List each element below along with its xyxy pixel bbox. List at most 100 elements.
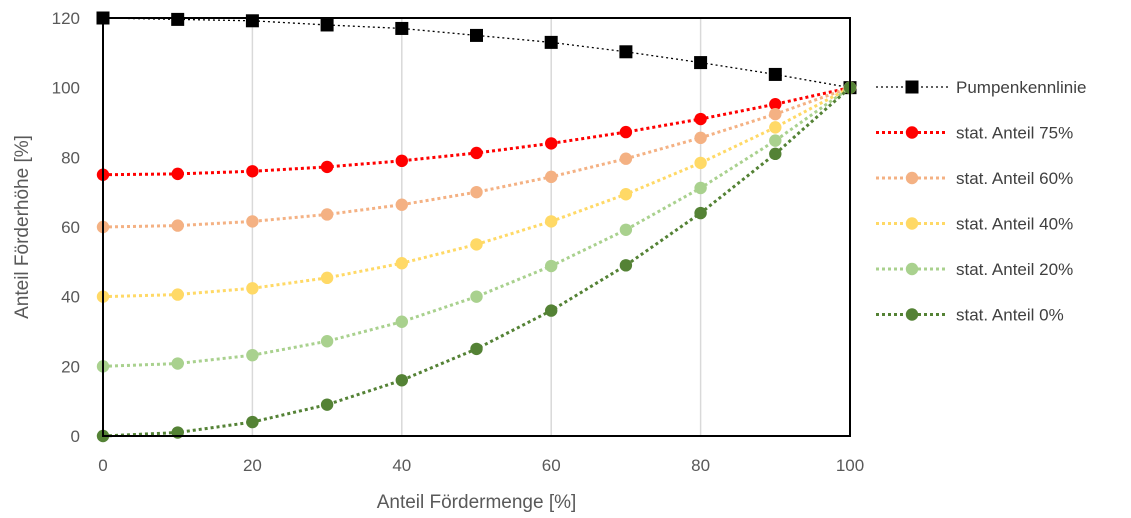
data-point: [320, 335, 334, 348]
series-0: [96, 11, 857, 95]
data-point: [171, 357, 184, 370]
legend-marker: [905, 217, 919, 230]
legend-item-3: stat. Anteil 40%: [876, 215, 1073, 234]
legend-label: stat. Anteil 20%: [956, 260, 1073, 279]
data-point: [171, 12, 185, 26]
data-point: [395, 21, 409, 35]
data-point: [320, 398, 334, 411]
data-point: [545, 170, 558, 184]
legend-label: stat. Anteil 40%: [956, 215, 1073, 234]
data-point: [619, 223, 633, 236]
series-5: [96, 81, 857, 443]
y-tick-label: 20: [61, 357, 80, 376]
data-point: [619, 45, 633, 59]
legend: Pumpenkennlinie stat. Anteil 75% stat. Ant…: [876, 78, 1086, 325]
y-tick-label: 120: [52, 9, 80, 28]
series-layer: [96, 11, 857, 443]
data-point: [545, 137, 558, 150]
data-point: [470, 342, 483, 356]
data-point: [694, 156, 707, 170]
data-point: [320, 208, 334, 221]
series-line: [102, 86, 851, 229]
series-line: [102, 86, 851, 368]
data-point: [395, 154, 408, 168]
legend-label: stat. Anteil 60%: [956, 169, 1073, 188]
series-1: [96, 81, 857, 181]
data-point: [470, 238, 483, 251]
data-point: [320, 271, 334, 285]
data-point: [171, 288, 184, 301]
data-point: [769, 134, 782, 147]
data-point: [246, 415, 259, 429]
x-axis-ticks: 0 20 40 60 80 100: [98, 456, 864, 475]
series-line: [102, 86, 851, 177]
x-tick-label: 80: [691, 456, 710, 475]
data-point: [769, 98, 782, 111]
series-2: [96, 81, 857, 234]
data-point: [768, 67, 782, 81]
data-point: [545, 215, 558, 228]
x-tick-label: 20: [243, 456, 262, 475]
data-point: [619, 125, 633, 139]
series-line: [102, 17, 851, 89]
y-tick-label: 80: [61, 148, 80, 167]
data-point: [395, 198, 408, 211]
legend-marker: [905, 171, 919, 185]
data-point: [246, 215, 259, 228]
series-line: [102, 86, 851, 438]
data-point: [320, 18, 334, 32]
data-point: [470, 146, 483, 160]
x-tick-label: 0: [98, 456, 107, 475]
data-point: [320, 160, 334, 174]
data-point: [694, 131, 707, 145]
legend-marker: [905, 262, 919, 276]
data-point: [694, 206, 707, 220]
legend-marker: [905, 126, 919, 139]
data-point: [246, 282, 259, 295]
data-point: [171, 167, 184, 181]
data-point: [395, 374, 408, 387]
y-tick-label: 60: [61, 218, 80, 237]
x-tick-label: 60: [542, 456, 561, 475]
grid-lines: [102, 18, 851, 436]
data-point: [544, 35, 558, 49]
data-point: [694, 181, 707, 195]
legend-label: Pumpenkennlinie: [956, 78, 1086, 97]
data-point: [395, 315, 408, 328]
x-tick-label: 100: [836, 456, 864, 475]
y-axis-title: Anteil Förderhöhe [%]: [12, 135, 33, 319]
y-tick-label: 100: [52, 79, 80, 98]
data-point: [769, 121, 782, 134]
legend-item-0: Pumpenkennlinie: [876, 78, 1086, 97]
data-point: [246, 165, 259, 178]
legend-label: stat. Anteil 0%: [956, 306, 1064, 325]
data-point: [545, 304, 558, 317]
legend-item-5: stat. Anteil 0%: [876, 306, 1064, 325]
y-tick-label: 0: [71, 427, 80, 446]
plot-frame: [102, 17, 851, 437]
data-point: [619, 259, 633, 272]
data-point: [619, 188, 633, 201]
legend-marker: [905, 308, 919, 321]
data-point: [545, 259, 558, 273]
data-point: [245, 14, 259, 28]
data-point: [694, 56, 708, 70]
data-point: [769, 107, 782, 121]
y-tick-label: 40: [61, 288, 80, 307]
legend-label: stat. Anteil 75%: [956, 124, 1073, 143]
data-point: [246, 348, 259, 362]
legend-item-2: stat. Anteil 60%: [876, 169, 1073, 188]
data-point: [694, 112, 707, 126]
legend-marker: [905, 80, 919, 94]
data-point: [171, 219, 184, 232]
data-point: [470, 290, 483, 303]
data-point: [769, 147, 782, 161]
x-tick-label: 40: [392, 456, 411, 475]
data-point: [470, 185, 483, 199]
data-point: [619, 152, 633, 165]
data-point: [470, 28, 483, 42]
x-axis-title: Anteil Fördermenge [%]: [377, 492, 577, 513]
legend-item-4: stat. Anteil 20%: [876, 260, 1073, 279]
y-axis-ticks: 0 20 40 60 80 100 120: [52, 9, 80, 446]
